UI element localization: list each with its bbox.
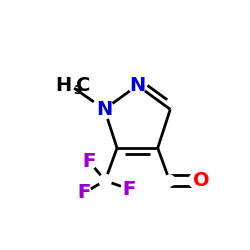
Text: F: F <box>77 184 90 203</box>
Circle shape <box>189 173 205 188</box>
Circle shape <box>129 77 146 94</box>
Circle shape <box>76 186 91 200</box>
Circle shape <box>99 174 111 187</box>
Text: 3: 3 <box>73 84 82 96</box>
Text: F: F <box>122 180 135 199</box>
Text: F: F <box>83 152 96 171</box>
Text: F: F <box>83 152 96 171</box>
Text: F: F <box>77 184 90 203</box>
Text: F: F <box>122 180 135 199</box>
Text: N: N <box>129 76 146 95</box>
Text: O: O <box>193 171 210 190</box>
Text: C: C <box>76 76 90 95</box>
Text: H: H <box>55 76 72 95</box>
Circle shape <box>121 182 136 196</box>
Circle shape <box>164 175 175 186</box>
Circle shape <box>82 154 97 169</box>
Text: N: N <box>96 100 112 119</box>
Circle shape <box>95 100 114 119</box>
